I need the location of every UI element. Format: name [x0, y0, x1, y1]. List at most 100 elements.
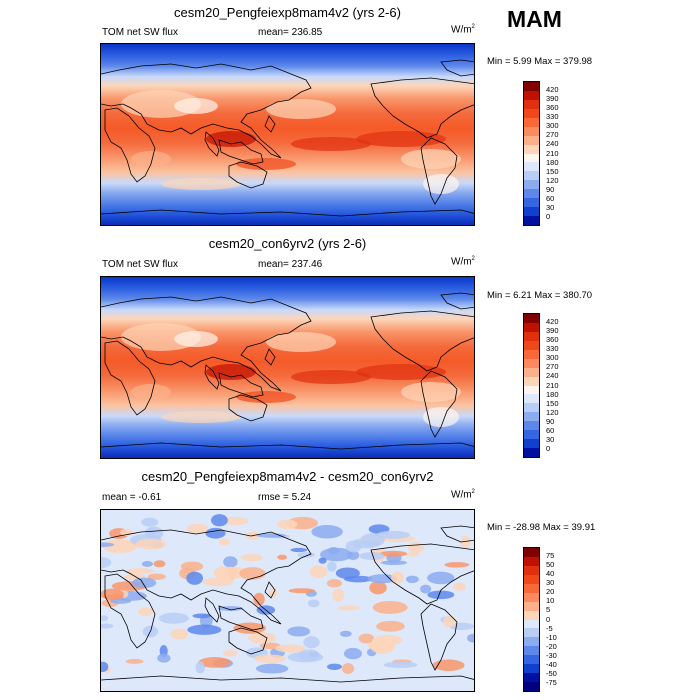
coastline — [440, 59, 474, 77]
field-patch — [101, 588, 124, 600]
field-patch — [309, 565, 328, 578]
field-patch — [247, 632, 276, 644]
field-patch — [101, 661, 109, 673]
panel-title: cesm20_con6yrv2 (yrs 2-6) — [208, 236, 367, 251]
field-patch — [337, 605, 360, 611]
field-patch — [206, 131, 256, 147]
colorbar-tick-label: -20 — [546, 641, 557, 651]
field-patch — [291, 137, 371, 151]
colorbar-swatch — [524, 135, 539, 145]
field-patch — [376, 620, 405, 632]
field-patch — [405, 575, 419, 584]
colorbar-tick-label: 150 — [546, 166, 559, 176]
colorbar-swatch — [524, 385, 539, 395]
colorbar-tick-label: 90 — [546, 184, 555, 194]
field-patch — [125, 659, 144, 664]
min-max-label: Min = 6.21 Max = 380.70 — [487, 290, 593, 301]
field-patch — [158, 612, 189, 624]
colorbar-swatch — [524, 358, 539, 368]
field-patch — [423, 407, 459, 427]
colorbar-tick-label: 210 — [546, 148, 559, 158]
field-patch — [206, 364, 256, 380]
field-patch — [101, 556, 112, 569]
colorbar-tick-label: 150 — [546, 398, 559, 408]
colorbar-tick-label: -30 — [546, 650, 557, 660]
colorbar-tick-label: 40 — [546, 569, 555, 579]
field-patch — [335, 567, 360, 579]
field-patch — [153, 560, 166, 568]
field-patch — [202, 577, 234, 587]
coastline — [264, 348, 276, 366]
field-patch — [307, 599, 320, 608]
coastline — [204, 364, 220, 390]
colorbar-tick-label: 300 — [546, 353, 559, 363]
field-patch — [147, 573, 166, 580]
field-patch — [297, 649, 321, 662]
field-patch — [367, 574, 398, 584]
field-patch — [266, 332, 336, 352]
colorbar-swatch — [524, 394, 539, 404]
colorbar-tick-label: 390 — [546, 94, 559, 104]
colorbar-swatch — [524, 82, 539, 91]
colorbar-swatch — [524, 349, 539, 359]
coastline — [104, 340, 156, 416]
field-patch — [303, 636, 320, 649]
colorbar-swatch — [524, 403, 539, 413]
colorbar-swatch — [524, 153, 539, 163]
colorbar-swatch — [524, 108, 539, 118]
unit-exponent: 2 — [471, 489, 475, 495]
colorbar-swatch — [524, 99, 539, 109]
colorbar-swatch — [524, 430, 539, 440]
colorbar-swatch — [524, 682, 539, 691]
field-patch — [467, 633, 474, 643]
field-patch — [223, 516, 249, 526]
field-patch — [253, 592, 265, 606]
colorbar-tick-label: 180 — [546, 389, 559, 399]
colorbar-tick-label: 360 — [546, 103, 559, 113]
coastline — [104, 573, 156, 649]
field-patch — [205, 527, 226, 539]
colorbar — [523, 81, 540, 226]
field-patch — [288, 588, 316, 594]
field-patch — [326, 579, 342, 588]
field-patch — [327, 663, 342, 670]
field-patch — [218, 538, 230, 546]
colorbar-tick-label: 270 — [546, 362, 559, 372]
colorbar-tick-label: 30 — [546, 578, 555, 588]
panel-title: cesm20_Pengfeiexp8mam4v2 - cesm20_con6yr… — [141, 469, 434, 484]
field-patch — [391, 571, 404, 584]
mean-label: mean= 236.85 — [258, 27, 323, 38]
season-label: MAM — [507, 6, 562, 32]
colorbar-tick-label: 30 — [546, 202, 555, 212]
field-patch — [460, 535, 471, 548]
field-patch — [180, 561, 204, 572]
field-patch — [236, 158, 296, 170]
field-patch — [318, 557, 327, 564]
field-patch — [401, 382, 461, 402]
field-patch — [211, 514, 228, 527]
colorbar-tick-label: 120 — [546, 407, 559, 417]
colorbar-tick-label: 390 — [546, 326, 559, 336]
field-patch — [369, 581, 387, 595]
rmse-label: rmse = 5.24 — [258, 492, 312, 503]
variable-label: TOM net SW flux — [102, 259, 178, 270]
colorbar-swatch — [524, 556, 539, 566]
coastline — [420, 370, 458, 438]
colorbar-swatch — [524, 144, 539, 154]
colorbar-swatch — [524, 574, 539, 584]
field-patch — [423, 174, 459, 194]
unit-label: W/m2 — [451, 24, 475, 35]
coastline — [101, 529, 312, 625]
colorbar-swatch — [524, 207, 539, 217]
unit-exponent: 2 — [471, 24, 475, 30]
colorbar-swatch — [524, 448, 539, 457]
colorbar-swatch — [524, 180, 539, 190]
coastline — [264, 581, 276, 599]
field-patch — [266, 99, 336, 119]
field-patch — [187, 624, 222, 635]
colorbar-swatch — [524, 610, 539, 620]
min-max-label: Min = 5.99 Max = 379.98 — [487, 56, 593, 67]
colorbar-tick-label: 0 — [546, 614, 551, 624]
field-patch — [332, 588, 345, 602]
min-max-label: Min = -28.98 Max = 39.91 — [487, 522, 596, 533]
